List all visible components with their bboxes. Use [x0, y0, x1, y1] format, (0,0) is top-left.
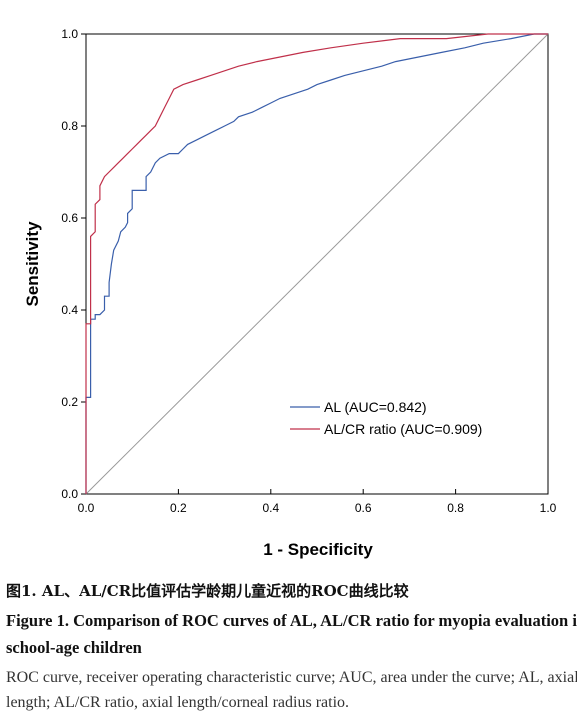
figure-caption-english-title: Figure 1. Comparison of ROC curves of AL…: [6, 611, 577, 657]
y-axis-label: Sensitivity: [23, 221, 42, 307]
roc-curve-al-cr-ratio: [85, 33, 548, 494]
legend: AL (AUC=0.842) AL/CR ratio (AUC=0.909): [290, 399, 482, 437]
y-axis-ticks: 0.0 0.2 0.4 0.6 0.8 1.0: [61, 27, 86, 501]
y-tick-label: 0.2: [61, 395, 78, 409]
x-tick-label: 0.2: [170, 501, 187, 515]
roc-chart: 0.0 0.2 0.4 0.6 0.8 1.0 0.0 0.2 0.4 0.6 0.8 1.0 1 …: [23, 27, 557, 559]
x-tick-label: 0.6: [355, 501, 372, 515]
legend-label-al: AL (AUC=0.842): [324, 399, 427, 415]
y-tick-label: 0.4: [61, 303, 78, 317]
y-tick-label: 1.0: [61, 27, 78, 41]
x-tick-label: 0.8: [447, 501, 464, 515]
x-axis-ticks: 0.0 0.2 0.4 0.6 0.8 1.0: [78, 489, 557, 515]
reference-diagonal: [85, 33, 549, 495]
y-tick-label: 0.0: [61, 487, 78, 501]
y-tick-label: 0.6: [61, 211, 78, 225]
roc-curve-al: [85, 33, 548, 494]
plot-frame: [85, 33, 549, 495]
x-tick-label: 0.4: [262, 501, 279, 515]
x-tick-label: 0.0: [78, 501, 95, 515]
figure-caption-chinese: 图1. AL、AL/CR比值评估学龄期儿童近视的ROC曲线比较: [6, 582, 409, 600]
x-tick-label: 1.0: [540, 501, 557, 515]
y-tick-label: 0.8: [61, 119, 78, 133]
x-axis-label: 1 - Specificity: [263, 540, 373, 559]
roc-curves: [85, 33, 548, 494]
figure-caption-note: ROC curve, receiver operating characteri…: [6, 669, 577, 711]
legend-label-alcr: AL/CR ratio (AUC=0.909): [324, 421, 482, 437]
